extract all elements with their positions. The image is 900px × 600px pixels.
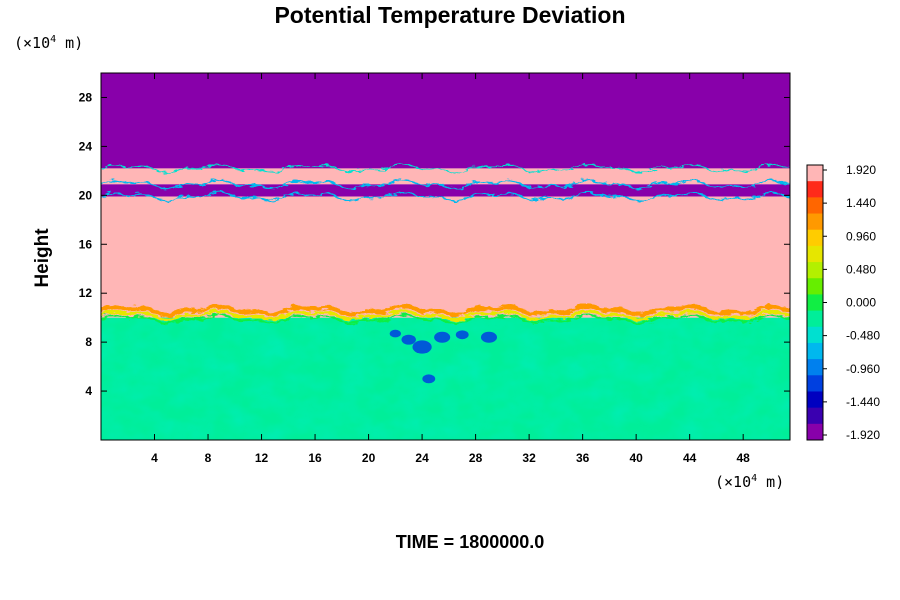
inversion-green-band <box>101 312 790 325</box>
upper-cyan-line-bottom <box>101 190 790 202</box>
time-label: TIME = 1800000.0 <box>395 532 545 552</box>
colorbar-swatch-15 <box>807 407 823 425</box>
cold-plume-2 <box>434 331 451 343</box>
colorbar-swatch-12 <box>807 359 823 376</box>
y-tick-label-24: 24 <box>79 139 93 153</box>
y-tick-label-8: 8 <box>85 335 92 349</box>
x-tick-label-20: 20 <box>362 451 376 465</box>
colorbar-swatch-10 <box>807 326 823 344</box>
region-warm-layer <box>101 196 790 318</box>
x-tick-label-16: 16 <box>308 451 322 465</box>
x-tick-label-24: 24 <box>415 451 429 465</box>
y-tick-label-4: 4 <box>85 384 92 398</box>
upper-cyan-line-top <box>101 178 790 190</box>
plot-frame <box>100 72 791 441</box>
cold-plume-3 <box>422 374 436 384</box>
x-tick-label-32: 32 <box>522 451 536 465</box>
colorbar-swatch-11 <box>807 342 823 360</box>
colorbar-label-5: -0.480 <box>846 329 880 343</box>
colorbar-swatch-2 <box>807 197 823 215</box>
inversion-red-band <box>101 303 790 318</box>
y-tick-label-16: 16 <box>79 237 93 251</box>
colorbar-label-6: -0.960 <box>846 362 880 376</box>
colorbar: 1.920 1.440 0.960 0.480 0.000 -0.480 -0.960 -1.… <box>806 163 880 442</box>
x-tick-label-48: 48 <box>736 451 750 465</box>
region-thin-cold-band <box>101 184 790 197</box>
cold-plume-5 <box>455 330 469 340</box>
x-tick-label-36: 36 <box>576 451 590 465</box>
colorbar-swatch-1 <box>807 181 823 198</box>
x-tick-label-8: 8 <box>205 451 212 465</box>
region-upper-layer <box>101 73 790 169</box>
colorbar-swatch-14 <box>807 391 823 409</box>
colorbar-label-4: 0.000 <box>846 296 876 310</box>
inversion-yellow-band <box>101 308 790 322</box>
colorbar-swatch-7 <box>807 278 823 295</box>
x-tick-label-4: 4 <box>151 451 158 465</box>
plot-area <box>101 73 790 440</box>
colorbar-swatch-13 <box>807 375 823 392</box>
colorbar-label-0: 1.920 <box>846 163 876 177</box>
x-tick-label-12: 12 <box>255 451 269 465</box>
y-tick-label-20: 20 <box>79 188 93 202</box>
colorbar-swatch-16 <box>807 423 823 441</box>
colorbar-label-7: -1.440 <box>846 395 880 409</box>
colorbar-label-1: 1.440 <box>846 196 876 210</box>
x-tick-label-28: 28 <box>469 451 483 465</box>
colorbar-swatch-9 <box>807 310 823 328</box>
x-tick-label-40: 40 <box>629 451 643 465</box>
colorbar-swatch-0 <box>807 165 823 182</box>
chart-title: Potential Temperature Deviation <box>274 2 626 28</box>
cold-plume-0 <box>412 340 432 354</box>
top-interface-line <box>101 162 790 174</box>
x-tick-label-44: 44 <box>683 451 697 465</box>
cold-plume-4 <box>389 329 401 338</box>
y-tick-label-28: 28 <box>79 90 93 104</box>
colorbar-label-8: -1.920 <box>846 428 880 442</box>
colorbar-label-2: 0.960 <box>846 229 876 243</box>
cold-plume-6 <box>480 331 498 343</box>
colorbar-swatch-8 <box>807 294 823 312</box>
colorbar-swatch-6 <box>807 262 823 279</box>
colorbar-swatch-3 <box>807 213 823 231</box>
y-axis-unit: (×104 m) <box>14 34 84 52</box>
colorbar-swatch-5 <box>807 245 823 263</box>
x-axis-unit: (×104 m) <box>715 473 785 491</box>
y-tick-label-12: 12 <box>79 286 93 300</box>
colorbar-swatch-4 <box>807 229 823 247</box>
colorbar-label-3: 0.480 <box>846 262 876 276</box>
cold-plume-1 <box>401 334 416 345</box>
